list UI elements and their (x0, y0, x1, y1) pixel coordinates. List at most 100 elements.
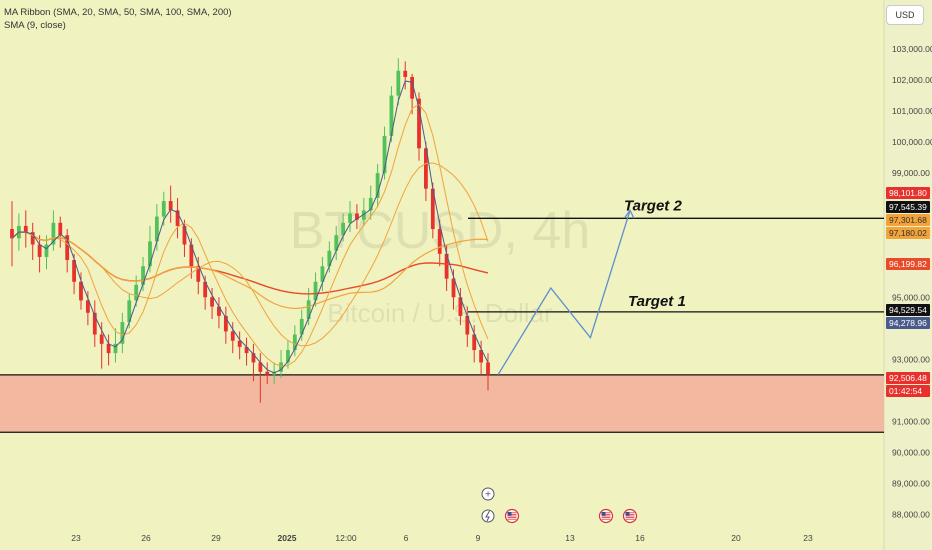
candle (486, 353, 490, 391)
candle-body (286, 350, 290, 363)
event-lightning-icon (481, 509, 495, 523)
event-plus-circle (481, 487, 495, 501)
candle-body (258, 362, 263, 372)
price-label-bg (886, 304, 930, 316)
candle (37, 235, 42, 273)
candle (424, 142, 428, 202)
x-tick-label: 26 (141, 533, 151, 543)
price-label: 97,301.68 (886, 214, 930, 226)
candle-body (424, 148, 428, 189)
candle (30, 222, 35, 261)
candle-body (127, 300, 132, 323)
price-label-bg (886, 187, 930, 199)
price-label-text: 92,506.48 (889, 373, 927, 383)
candle (10, 201, 14, 267)
candle (472, 325, 477, 363)
candle-body (320, 266, 325, 282)
candle-body (223, 315, 228, 332)
candle-body (92, 312, 97, 335)
candle-body (134, 284, 139, 301)
x-tick-label: 2025 (278, 533, 297, 543)
indicator-legend: MA Ribbon (SMA, 20, SMA, 50, SMA, 100, S… (4, 6, 232, 32)
event-plus-glyph: + (485, 490, 491, 501)
price-label: 98,101.80 (886, 187, 930, 199)
candle (251, 343, 256, 382)
y-tick-label: 101,000.00 (892, 106, 932, 116)
candle-body (472, 334, 477, 351)
x-tick-label: 9 (476, 533, 481, 543)
candle-body (368, 197, 373, 211)
candle-body (479, 350, 483, 363)
y-tick-label: 95,000.00 (892, 292, 930, 302)
candle-body (85, 300, 90, 313)
candle-body (30, 232, 35, 245)
candle (465, 306, 470, 347)
candle-body (334, 235, 339, 251)
candle (265, 362, 270, 385)
watermark-description: Bitcoin / U.S. Dollar (327, 298, 553, 328)
legend-ma-ribbon[interactable]: MA Ribbon (SMA, 20, SMA, 50, SMA, 100, S… (4, 7, 232, 18)
price-label-bg (886, 201, 930, 213)
candle-body (430, 188, 435, 230)
price-label: 01:42:54 (886, 385, 930, 397)
candle-body (196, 266, 201, 282)
x-tick-label: 12:00 (335, 533, 357, 543)
candle-body (148, 241, 152, 267)
candle (292, 325, 297, 357)
candle-body (237, 340, 242, 347)
event-lightning-glyph (485, 510, 490, 522)
flag-canton (625, 512, 630, 516)
candle (458, 287, 463, 326)
candle (113, 328, 118, 363)
x-tick-label: 20 (731, 533, 741, 543)
candle-body (141, 266, 145, 285)
candle-body (396, 70, 401, 96)
candle-body (210, 297, 214, 307)
candle-body (161, 201, 166, 217)
candle-body (203, 281, 208, 298)
currency-button[interactable]: USD (886, 5, 924, 25)
x-tick-label: 6 (404, 533, 409, 543)
candle (403, 61, 408, 90)
candle-body (327, 250, 332, 267)
candle (244, 337, 249, 366)
candle (23, 210, 28, 248)
candle-body (10, 229, 14, 239)
legend-sma9[interactable]: SMA (9, close) (4, 20, 66, 31)
flag-canton (507, 512, 512, 516)
event-lightning-circle (481, 509, 495, 523)
price-axis-background (884, 0, 932, 550)
candle-body (348, 213, 352, 223)
candle (320, 256, 325, 292)
candle-body (355, 213, 359, 220)
candle (58, 216, 63, 248)
y-tick-label: 100,000.00 (892, 137, 932, 147)
price-label-bg (886, 258, 930, 270)
candle (79, 272, 83, 310)
us-flag-event-icon (504, 508, 520, 524)
candle (237, 331, 242, 360)
candle (368, 185, 373, 220)
candle-body (189, 244, 194, 267)
candle-body (292, 334, 297, 351)
price-label-text: 97,301.68 (889, 215, 927, 225)
candle-body (244, 346, 249, 354)
candle (65, 229, 70, 273)
candle (355, 204, 359, 230)
candle-body (79, 281, 83, 301)
y-tick-label: 103,000.00 (892, 44, 932, 54)
x-tick-label: 13 (565, 533, 575, 543)
candle (375, 163, 380, 208)
price-label-text: 98,101.80 (889, 188, 927, 198)
sma-9-line (11, 80, 489, 374)
candle (258, 353, 263, 403)
us-flag-event-icon (622, 508, 638, 524)
candle (92, 300, 97, 347)
candle-body (99, 334, 104, 344)
price-label-bg (886, 317, 930, 329)
candle (175, 197, 180, 239)
candle-body (299, 318, 304, 335)
candle-body (58, 222, 63, 236)
